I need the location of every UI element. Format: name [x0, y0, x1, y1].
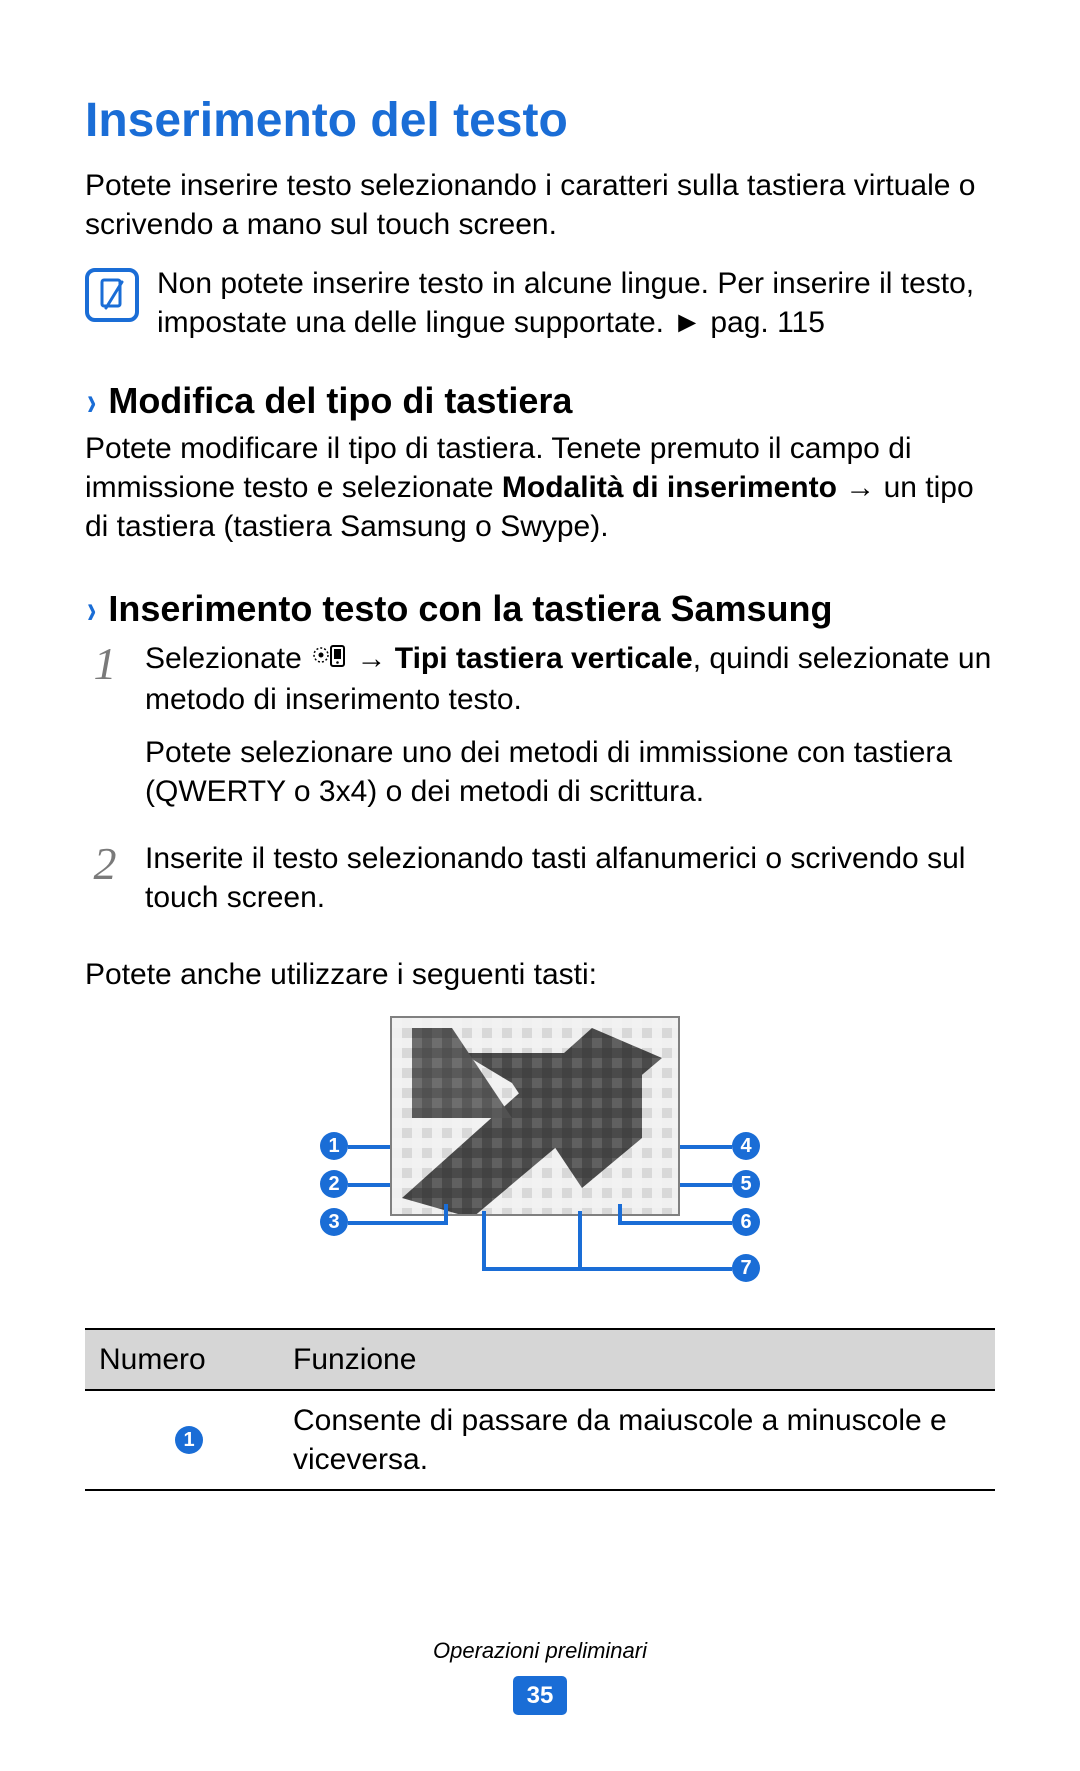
callout-badge-3: 3: [320, 1208, 348, 1236]
footer-section-name: Operazioni preliminari: [0, 1637, 1080, 1666]
callout-line: [444, 1204, 448, 1225]
section-modify-title: Modifica del tipo di tastiera: [108, 378, 572, 425]
callout-badge-5: 5: [732, 1170, 760, 1198]
keyboard-image: [390, 1016, 680, 1216]
keyboard-settings-icon: [312, 640, 346, 680]
also-use-paragraph: Potete anche utilizzare i seguenti tasti…: [85, 955, 995, 994]
step-1: 1 Selezionate → Tipi tastiera verticale,…: [85, 639, 995, 825]
step-2: 2 Inserite il testo selezionando tasti a…: [85, 839, 995, 931]
table-header-numero: Numero: [85, 1330, 285, 1389]
callout-line: [348, 1145, 390, 1149]
note-icon: [85, 268, 139, 322]
table-header-funzione: Funzione: [285, 1330, 995, 1389]
keyboard-diagram: 1 2 3 4 5 6 7: [85, 1014, 995, 1294]
callout-line: [482, 1211, 486, 1271]
footer-page-number: 35: [513, 1676, 568, 1715]
callout-line: [482, 1267, 732, 1271]
section-samsung-title: Inserimento testo con la tastiera Samsun…: [108, 586, 832, 633]
step-1-body: Selezionate → Tipi tastiera verticale, q…: [145, 639, 995, 825]
step-1-extra: Potete selezionare uno dei metodi di imm…: [145, 733, 995, 811]
step-2-number: 2: [85, 839, 125, 887]
step-1-arrow: →: [348, 642, 395, 675]
function-table: Numero Funzione 1 Consente di passare da…: [85, 1328, 995, 1491]
callout-badge-6: 6: [732, 1208, 760, 1236]
modify-body-bold: Modalità di inserimento: [502, 471, 837, 504]
table-cell-function: Consente di passare da maiuscole a minus…: [285, 1391, 995, 1489]
step-1-pre: Selezionate: [145, 642, 310, 675]
callout-line: [680, 1145, 732, 1149]
intro-paragraph: Potete inserire testo selezionando i car…: [85, 166, 995, 244]
callout-line: [348, 1183, 390, 1187]
callout-badge-2: 2: [320, 1170, 348, 1198]
callout-line: [618, 1221, 732, 1225]
chevron-icon: ›: [87, 590, 96, 630]
table-cell-number: 1: [85, 1391, 285, 1489]
chevron-icon: ›: [87, 382, 96, 422]
step-2-text: Inserite il testo selezionando tasti alf…: [145, 839, 995, 917]
step-1-bold: Tipi tastiera verticale: [395, 642, 693, 675]
callout-line: [578, 1211, 582, 1271]
callout-badge-4: 4: [732, 1132, 760, 1160]
table-header-row: Numero Funzione: [85, 1330, 995, 1391]
callout-line: [348, 1221, 448, 1225]
table-badge-1: 1: [175, 1426, 203, 1454]
note-block: Non potete inserire testo in alcune ling…: [85, 264, 995, 342]
callout-badge-7: 7: [732, 1254, 760, 1282]
table-row: 1 Consente di passare da maiuscole a min…: [85, 1391, 995, 1489]
callout-line: [680, 1183, 732, 1187]
step-1-number: 1: [85, 639, 125, 687]
callout-line: [618, 1204, 622, 1225]
section-samsung-heading: › Inserimento testo con la tastiera Sams…: [85, 586, 995, 633]
step-2-body: Inserite il testo selezionando tasti alf…: [145, 839, 995, 931]
note-text: Non potete inserire testo in alcune ling…: [157, 264, 995, 342]
callout-badge-1: 1: [320, 1132, 348, 1160]
page-footer: Operazioni preliminari 35: [0, 1637, 1080, 1715]
page-title: Inserimento del testo: [85, 90, 995, 152]
section-modify-heading: › Modifica del tipo di tastiera: [85, 378, 995, 425]
section-modify-body: Potete modificare il tipo di tastiera. T…: [85, 429, 995, 546]
